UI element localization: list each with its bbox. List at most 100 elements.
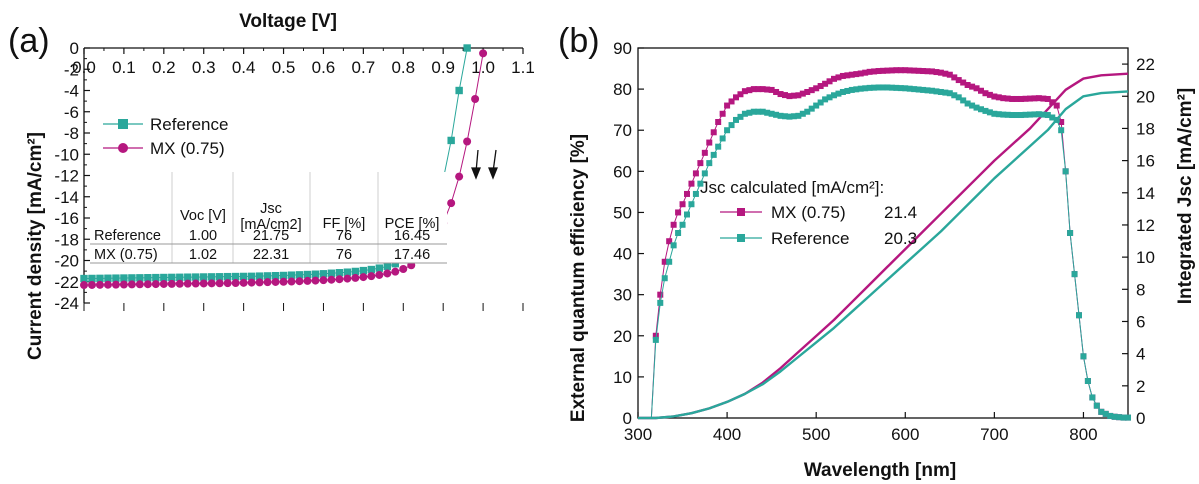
eqe-data-point: [773, 111, 780, 118]
legend-label-mx: MX (0.75): [150, 139, 225, 158]
panel-a-y-axis-title: Current density [mA/cm²]: [25, 132, 46, 360]
eqe-data-point: [880, 84, 886, 91]
eqe-data-point: [1022, 111, 1029, 118]
eqe-data-point: [822, 80, 829, 87]
data-point: [287, 271, 296, 279]
data-point: [88, 274, 96, 283]
eqe-data-point: [661, 258, 668, 265]
eqe-data-point: [1071, 271, 1078, 278]
eqe-data-point: [937, 69, 944, 76]
eqe-data-point: [839, 88, 846, 95]
panel-b-x-tick-label: 300: [624, 425, 652, 444]
panel-b-y2-tick-label: 16: [1136, 152, 1155, 171]
data-point: [104, 274, 112, 282]
data-point: [199, 279, 208, 288]
panel-a-x-tick-label: 0.8: [391, 58, 415, 77]
eqe-data-point: [675, 230, 682, 236]
eqe-data-point: [804, 88, 811, 95]
panel-a-y-tick-label: -4: [64, 82, 79, 101]
panel-b-y-tick-label: 80: [613, 80, 632, 99]
panel-a-y-tick-label: -12: [54, 167, 79, 186]
eqe-data-point: [1013, 112, 1020, 119]
eqe-data-point: [755, 86, 762, 93]
eqe-data-point: [719, 135, 726, 142]
panel-a-x-tick-label: 0.5: [272, 58, 296, 77]
data-point: [143, 280, 152, 289]
table-header-jsc-line1: Jsc: [260, 201, 282, 217]
eqe-data-point: [964, 82, 971, 88]
panel-b-eqe: (b) Wavelength [nm] External quantum eff…: [558, 22, 1196, 481]
eqe-data-point: [857, 85, 864, 92]
data-point: [463, 137, 472, 146]
table-cell: 16.45: [394, 228, 430, 244]
eqe-data-point: [1040, 111, 1047, 118]
eqe-data-point: [982, 90, 989, 97]
eqe-data-point: [750, 108, 757, 115]
eqe-data-point: [946, 71, 953, 78]
data-point: [479, 49, 488, 58]
panel-b-y2-tick-label: 4: [1136, 345, 1145, 364]
data-point: [120, 274, 128, 282]
data-point: [247, 272, 256, 281]
legend-label-reference: Reference: [771, 229, 849, 248]
data-point: [111, 280, 120, 289]
data-point: [255, 278, 264, 287]
eqe-data-point: [933, 88, 940, 95]
data-point: [128, 274, 136, 282]
eqe-data-point: [1000, 111, 1007, 118]
table-row-mx: MX (0.75) 1.02 22.31 76 17.46: [94, 247, 430, 263]
legend-marker-mx: [118, 143, 128, 153]
panel-a-x-tick-label: 0.4: [232, 58, 256, 77]
eqe-data-point: [929, 87, 935, 94]
table-cell: 1.00: [189, 228, 217, 244]
table-header-jsc-line2: [mA/cm2]: [240, 217, 301, 233]
eqe-data-point: [737, 91, 744, 98]
panel-b-y2-tick-label: 14: [1136, 184, 1155, 203]
eqe-data-point: [978, 87, 984, 94]
data-point: [183, 279, 192, 288]
eqe-data-point: [728, 98, 735, 105]
data-point: [215, 273, 224, 281]
eqe-data-point: [777, 112, 784, 119]
eqe-data-point: [746, 109, 753, 116]
eqe-data-point: [897, 67, 904, 74]
eqe-data-point: [733, 94, 739, 101]
parameter-table: Voc [V] Jsc [mA/cm2] FF [%] PCE [%] Refer…: [90, 172, 447, 264]
eqe-data-point: [960, 97, 967, 104]
eqe-data-point: [991, 110, 998, 117]
eqe-data-point: [1009, 95, 1016, 102]
integrated-jsc-curve: [638, 90, 1129, 420]
data-point: [168, 273, 176, 282]
eqe-data-point: [817, 99, 824, 106]
eqe-data-point: [1067, 230, 1074, 236]
data-point: [263, 278, 272, 287]
panel-b-frame: [637, 47, 1129, 419]
voc-arrows: [471, 149, 498, 180]
eqe-data-point: [1018, 95, 1025, 102]
eqe-data-point: [813, 85, 820, 92]
eqe-data-point: [835, 74, 842, 81]
eqe-data-point: [737, 113, 744, 120]
eqe-data-point: [1031, 95, 1038, 102]
eqe-data-point: [728, 122, 735, 129]
panel-a-y-tick-label: -10: [54, 145, 79, 164]
eqe-data-point: [782, 113, 788, 120]
eqe-data-point: [942, 70, 949, 77]
eqe-data-point: [790, 92, 797, 99]
data-point: [136, 274, 144, 282]
data-point: [175, 279, 184, 288]
eqe-data-point: [795, 92, 802, 99]
arrow-mx-head: [488, 167, 498, 180]
eqe-data-point: [960, 79, 967, 86]
eqe-data-point: [741, 110, 748, 117]
eqe-data-point: [1053, 116, 1060, 123]
eqe-data-point: [706, 160, 713, 167]
eqe-data-point: [826, 78, 833, 85]
eqe-data-point: [790, 113, 797, 120]
data-point: [399, 265, 408, 273]
eqe-data-point: [750, 86, 757, 93]
data-point: [231, 272, 240, 281]
data-point: [96, 274, 104, 283]
eqe-data-point: [986, 91, 993, 98]
data-point: [311, 276, 320, 285]
